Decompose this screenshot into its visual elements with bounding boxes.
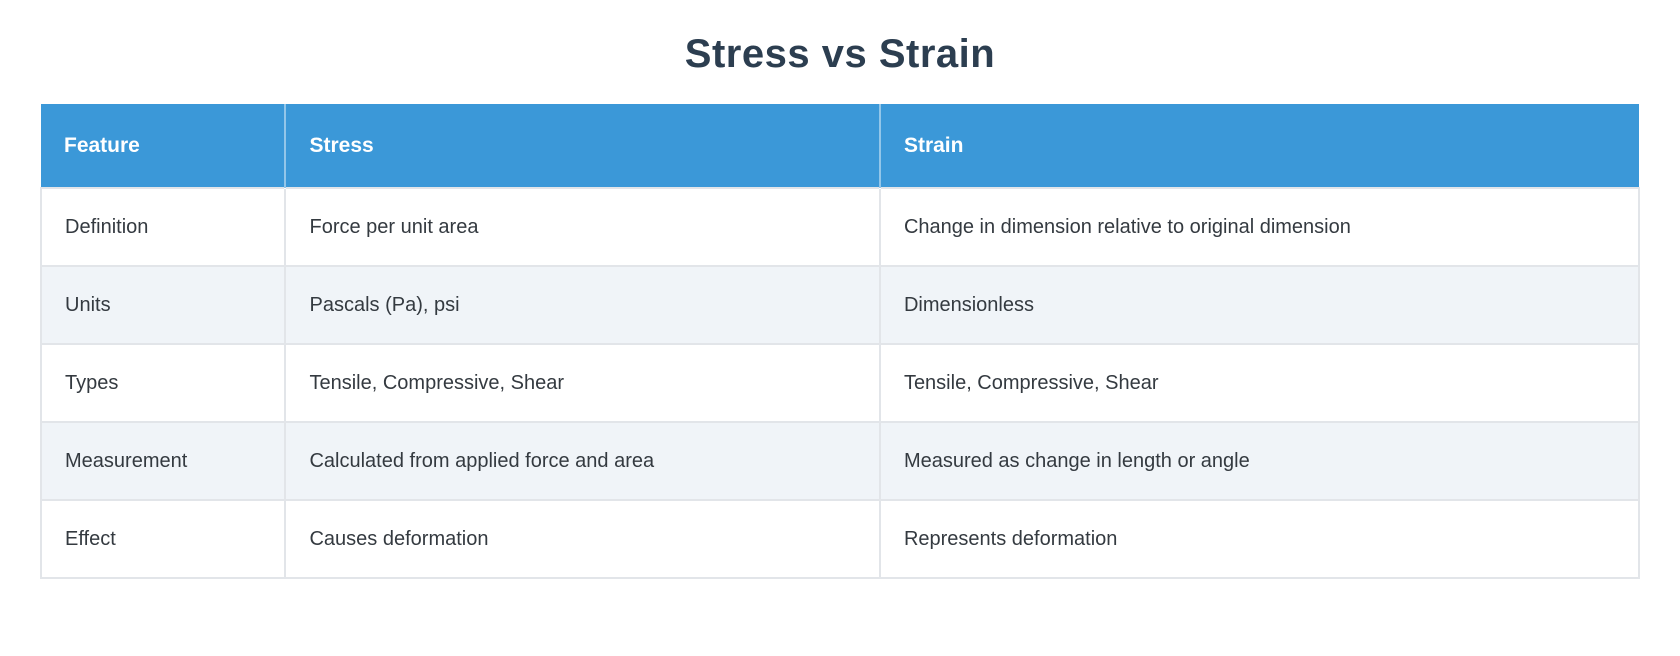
header-row: Feature Stress Strain [41, 104, 1639, 188]
cell-strain: Measured as change in length or angle [878, 421, 1641, 501]
page: Stress vs Strain Feature Stress Strain D… [0, 30, 1680, 579]
cell-strain: Dimensionless [878, 265, 1641, 345]
table-row-measurement: Measurement Calculated from applied forc… [39, 421, 1641, 501]
page-title: Stress vs Strain [684, 32, 996, 76]
table-row-effect: Effect Causes deformation Represents def… [39, 499, 1641, 579]
table-row-definition: Definition Force per unit area Change in… [39, 187, 1641, 267]
column-header-feature: Feature [41, 104, 287, 188]
cell-feature: Effect [39, 499, 287, 579]
table-row-types: Types Tensile, Compressive, Shear Tensil… [39, 343, 1641, 423]
cell-feature: Units [39, 265, 287, 345]
cell-strain: Tensile, Compressive, Shear [878, 343, 1641, 423]
cell-stress: Tensile, Compressive, Shear [284, 343, 881, 423]
cell-stress: Calculated from applied force and area [284, 421, 881, 501]
table-row-units: Units Pascals (Pa), psi Dimensionless [39, 265, 1641, 345]
column-header-strain: Strain [879, 104, 1639, 188]
cell-stress: Causes deformation [284, 499, 881, 579]
column-header-stress: Stress [285, 104, 881, 188]
cell-feature: Types [39, 343, 287, 423]
cell-stress: Force per unit area [284, 187, 881, 267]
cell-stress: Pascals (Pa), psi [284, 265, 881, 345]
cell-strain: Change in dimension relative to original… [878, 187, 1641, 267]
cell-strain: Represents deformation [878, 499, 1641, 579]
cell-feature: Definition [39, 187, 287, 267]
comparison-table: Feature Stress Strain Definition Force p… [39, 104, 1641, 579]
cell-feature: Measurement [39, 421, 287, 501]
